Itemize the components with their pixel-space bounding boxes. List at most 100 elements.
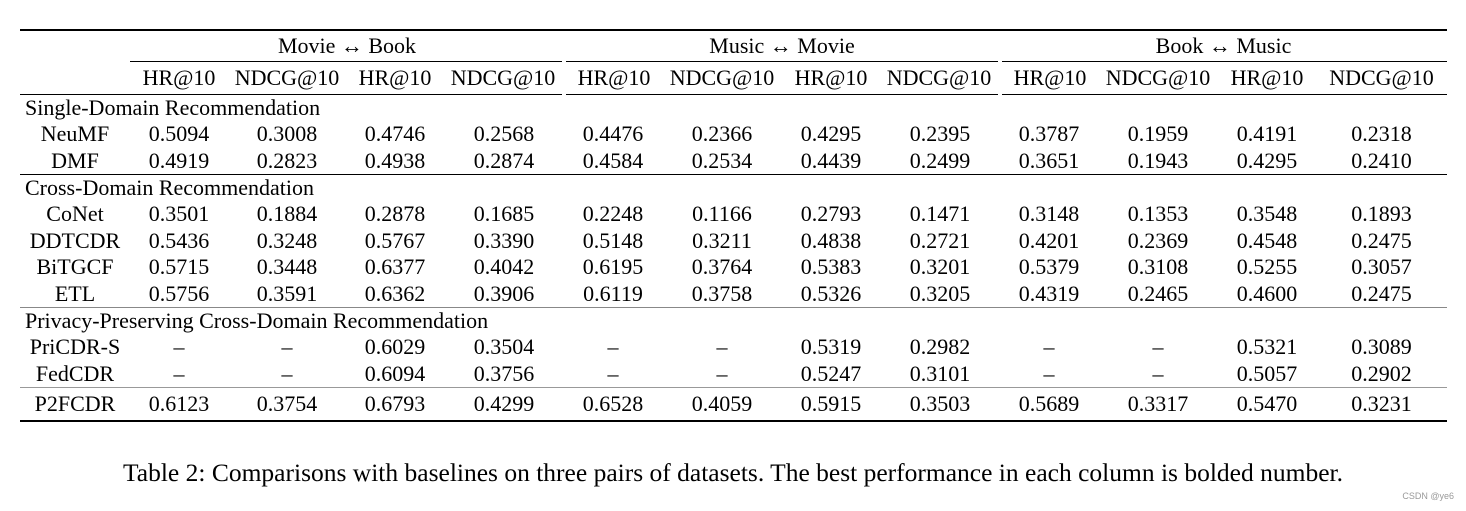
cell: 0.2465	[1127, 280, 1189, 306]
cell: 0.2475	[1351, 280, 1412, 306]
group-header: Music ↔ Movie	[564, 29, 1001, 62]
group-header: Movie ↔ Book	[130, 29, 564, 62]
cell: 0.3148	[1018, 201, 1080, 227]
cell: 0.3448	[256, 254, 318, 280]
cell: 0.4295	[800, 121, 862, 147]
cell: 0.2874	[473, 147, 535, 173]
cell: 0.4600	[1236, 280, 1298, 306]
cell: 0.4191	[1236, 121, 1298, 147]
cell: –	[281, 360, 293, 386]
metric-header: HR@10	[130, 61, 228, 95]
cell: 0.3205	[909, 280, 971, 306]
metric-header: NDCG@10	[880, 61, 1003, 95]
cell: 0.2410	[1351, 147, 1412, 173]
results-table: Movie ↔ Book Music ↔ Movie Book ↔ Music …	[20, 29, 1448, 422]
cell: 0.3248	[256, 227, 318, 253]
cell: 0.6528	[564, 387, 662, 422]
cell: 0.2902	[1351, 360, 1412, 386]
cell: 0.6094	[364, 360, 426, 386]
cell: 0.3108	[1127, 254, 1189, 280]
cell: –	[716, 334, 728, 360]
cell: 0.3756	[473, 360, 535, 386]
cell: 0.1471	[909, 201, 971, 227]
table-row: NeuMF 0.5094 0.3008 0.4746 0.2568 0.4476…	[20, 121, 1447, 148]
cell: 0.6195	[582, 254, 644, 280]
method-name: DMF	[51, 147, 99, 173]
cell: 0.3651	[1018, 147, 1080, 173]
cell: 0.4938	[364, 147, 426, 173]
metric-header: HR@10	[1218, 61, 1317, 95]
method-name: ETL	[54, 280, 96, 306]
table-row: DDTCDR 0.5436 0.3248 0.5767 0.3390 0.514…	[20, 228, 1447, 255]
table-row: CoNet 0.3501 0.1884 0.2878 0.1685 0.2248…	[20, 201, 1447, 228]
cell: 0.5148	[582, 227, 644, 253]
cell: 0.4201	[1018, 227, 1080, 253]
cell: 0.2982	[909, 334, 971, 360]
cell: 0.3008	[256, 121, 318, 147]
cell: 0.1353	[1127, 201, 1189, 227]
cell: 0.6793	[346, 387, 444, 422]
metric-header: NDCG@10	[662, 61, 782, 95]
cell: 0.1943	[1127, 147, 1189, 173]
cell: 0.6362	[364, 280, 426, 306]
cell: 0.3764	[691, 254, 753, 280]
table-caption: Table 2: Comparisons with baselines on t…	[122, 458, 1343, 487]
group-header: Book ↔ Music	[1000, 29, 1448, 62]
cell: 0.3231	[1316, 387, 1448, 422]
cell: 0.5321	[1236, 334, 1298, 360]
cell: 0.5255	[1236, 254, 1298, 280]
cell: 0.4439	[800, 147, 862, 173]
cell: 0.5319	[800, 334, 862, 360]
best-method-row: P2FCDR 0.6123 0.3754 0.6793 0.4299 0.652…	[20, 387, 1448, 422]
cell: 0.4295	[1236, 147, 1298, 173]
method-name: P2FCDR	[20, 387, 130, 422]
metric-header: NDCG@10	[1098, 61, 1219, 95]
cell: 0.3390	[473, 227, 535, 253]
cell: 0.4584	[582, 147, 644, 173]
cell: 0.5470	[1218, 387, 1317, 422]
cell: 0.5326	[800, 280, 862, 306]
section-title: Cross-Domain Recommendation	[20, 174, 1448, 201]
cell: 0.2823	[256, 147, 318, 173]
table-row: DMF 0.4919 0.2823 0.4938 0.2874 0.4584 0…	[20, 148, 1447, 175]
cell: 0.3317	[1098, 387, 1219, 422]
metric-header: HR@10	[564, 61, 662, 95]
table-row: FedCDR – – 0.6094 0.3756 – – 0.5247 0.31…	[20, 361, 1447, 388]
cell: 0.3201	[909, 254, 971, 280]
cell: 0.5756	[148, 280, 210, 306]
cell: 0.5689	[1000, 387, 1099, 422]
method-name: BiTGCF	[36, 254, 114, 280]
cell: 0.2395	[909, 121, 971, 147]
method-name: NeuMF	[40, 121, 110, 147]
watermark: CSDN @ye6	[1402, 491, 1454, 501]
cell: 0.2248	[582, 201, 644, 227]
cell: –	[1043, 334, 1055, 360]
cell: 0.6119	[583, 280, 643, 306]
cell: 0.3503	[880, 387, 1001, 422]
cell: –	[716, 360, 728, 386]
cell: 0.3548	[1236, 201, 1298, 227]
cell: 0.3787	[1018, 121, 1080, 147]
method-name: PriCDR-S	[29, 334, 121, 360]
cell: 0.3591	[256, 280, 318, 306]
cell: 0.1166	[692, 201, 752, 227]
cell: 0.5715	[148, 254, 210, 280]
cell: 0.2369	[1127, 227, 1189, 253]
cell: 0.5767	[364, 227, 426, 253]
cell: 0.3754	[228, 387, 346, 422]
cell: 0.4059	[662, 387, 782, 422]
table-row: BiTGCF 0.5715 0.3448 0.6377 0.4042 0.619…	[20, 254, 1447, 281]
cell: 0.5094	[148, 121, 210, 147]
metric-header: NDCG@10	[1316, 61, 1448, 95]
cell: 0.2534	[691, 147, 753, 173]
cell: –	[1043, 360, 1055, 386]
method-name: CoNet	[46, 201, 104, 227]
cell: 0.2475	[1351, 227, 1412, 253]
cell: 0.3101	[909, 360, 971, 386]
cell: 0.2793	[800, 201, 862, 227]
cell: 0.4299	[444, 387, 564, 422]
metric-header: HR@10	[346, 61, 444, 95]
cell: 0.4548	[1236, 227, 1298, 253]
metric-header: NDCG@10	[228, 61, 346, 95]
metric-header: HR@10	[1000, 61, 1099, 95]
